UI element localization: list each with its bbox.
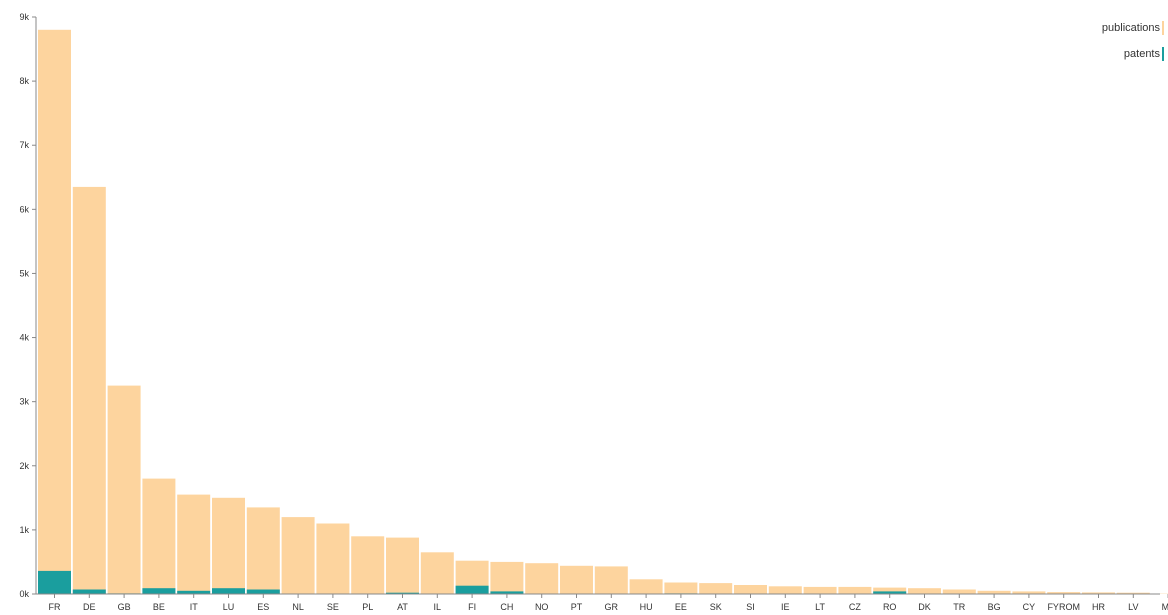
x-tick-label-sk: SK <box>710 602 722 612</box>
x-tick-label-hu: HU <box>640 602 653 612</box>
bar-publications-sk <box>699 583 733 594</box>
y-tick-label-5: 5k <box>19 268 29 278</box>
bar-patents-fr <box>38 570 71 594</box>
legend: publications patents <box>1102 21 1164 61</box>
x-tick-label-fi: FI <box>468 602 476 612</box>
x-tick-label-de: DE <box>83 602 96 612</box>
bar-publications-hr <box>1082 592 1115 594</box>
x-tick-label-gr: GR <box>605 602 619 612</box>
bar-publications-lu <box>212 497 245 594</box>
x-tick-label-no: NO <box>535 602 549 612</box>
bar-patents-fi <box>455 585 489 594</box>
x-tick-label-ro: RO <box>883 602 897 612</box>
x-tick-label-nl: NL <box>292 602 304 612</box>
bar-publications-at <box>386 537 419 594</box>
x-tick-label-mt: MT <box>1162 602 1168 612</box>
bar-publications-no <box>525 563 559 594</box>
bar-publications-dk <box>908 588 941 594</box>
bar-publications-fyrom <box>1047 592 1081 594</box>
x-tick-label-cz: CZ <box>849 602 861 612</box>
legend-swatch-publications <box>1162 21 1164 35</box>
x-tick-label-fr: FR <box>49 602 61 612</box>
y-axis: 0k 1k 2k 3k 4k 5k 6k 7k 8k 9k <box>19 12 37 599</box>
x-tick-label-tr: TR <box>953 602 965 612</box>
bar-patents-be <box>142 588 176 594</box>
y-tick-label-6: 6k <box>19 204 29 214</box>
bars-layer <box>38 29 1168 595</box>
bar-patents-es <box>246 589 280 594</box>
x-tick-label-lv: LV <box>1128 602 1138 612</box>
x-tick-label-hr: HR <box>1092 602 1105 612</box>
bar-publications-hu <box>629 579 663 594</box>
x-tick-label-ie: IE <box>781 602 790 612</box>
bar-patents-ch <box>490 591 524 594</box>
bar-publications-il <box>420 552 454 594</box>
x-tick-label-pt: PT <box>571 602 583 612</box>
bar-publications-de <box>72 186 106 594</box>
bar-patents-at <box>386 592 419 594</box>
bar-publications-cz <box>838 586 872 594</box>
bar-publications-bg <box>977 590 1011 594</box>
bar-publications-se <box>316 523 350 594</box>
bar-publications-be <box>142 478 176 594</box>
x-tick-label-il: IL <box>434 602 442 612</box>
bar-publications-ie <box>768 586 802 594</box>
bar-patents-lu <box>212 588 245 594</box>
legend-label-patents: patents <box>1124 48 1161 60</box>
x-tick-label-si: SI <box>746 602 755 612</box>
x-tick-label-at: AT <box>397 602 408 612</box>
x-tick-label-lu: LU <box>223 602 235 612</box>
x-tick-label-se: SE <box>327 602 339 612</box>
bar-patents-de <box>72 589 106 594</box>
y-tick-label-3: 3k <box>19 397 29 407</box>
x-tick-label-ch: CH <box>500 602 513 612</box>
bar-publications-tr <box>942 589 976 594</box>
bar-publications-ro <box>873 587 907 594</box>
x-tick-label-fyrom: FYROM <box>1047 602 1080 612</box>
bar-patents-ro <box>873 591 907 594</box>
x-tick-label-cy: CY <box>1023 602 1036 612</box>
x-axis: FR DE GB BE IT LU ES NL SE PL AT IL FI CH NO PT GR HU EE SK… <box>36 593 1168 612</box>
x-tick-label-it: IT <box>190 602 199 612</box>
bar-publications-es <box>246 507 280 594</box>
bar-publications-lt <box>803 586 837 594</box>
bar-publications-cy <box>1012 591 1046 594</box>
x-tick-label-ee: EE <box>675 602 687 612</box>
bar-publications-gb <box>107 385 141 594</box>
y-tick-label-9: 9k <box>19 12 29 22</box>
bar-patents-it <box>177 590 211 594</box>
y-tick-label-7: 7k <box>19 140 29 150</box>
bar-publications-lv <box>1116 592 1150 594</box>
x-tick-label-dk: DK <box>918 602 931 612</box>
x-tick-label-es: ES <box>257 602 269 612</box>
bar-publications-pl <box>351 536 385 594</box>
bar-publications-it <box>177 494 211 594</box>
y-tick-label-0: 0k <box>19 589 29 599</box>
x-tick-label-be: BE <box>153 602 165 612</box>
bar-publications-ch <box>490 561 524 594</box>
x-tick-label-pl: PL <box>362 602 373 612</box>
bar-publications-ee <box>664 582 698 594</box>
y-tick-label-8: 8k <box>19 76 29 86</box>
x-tick-label-lt: LT <box>815 602 825 612</box>
x-tick-label-bg: BG <box>988 602 1001 612</box>
bar-publications-gr <box>594 566 628 594</box>
y-tick-label-4: 4k <box>19 333 29 343</box>
bar-publications-si <box>734 585 767 594</box>
bar-publications-nl <box>281 517 315 594</box>
bar-publications-fr <box>38 29 71 595</box>
bar-publications-pt <box>560 565 593 594</box>
x-tick-label-gb: GB <box>118 602 131 612</box>
legend-label-publications: publications <box>1102 22 1161 34</box>
legend-swatch-patents <box>1162 47 1164 61</box>
y-tick-label-2: 2k <box>19 461 29 471</box>
y-tick-label-1: 1k <box>19 525 29 535</box>
